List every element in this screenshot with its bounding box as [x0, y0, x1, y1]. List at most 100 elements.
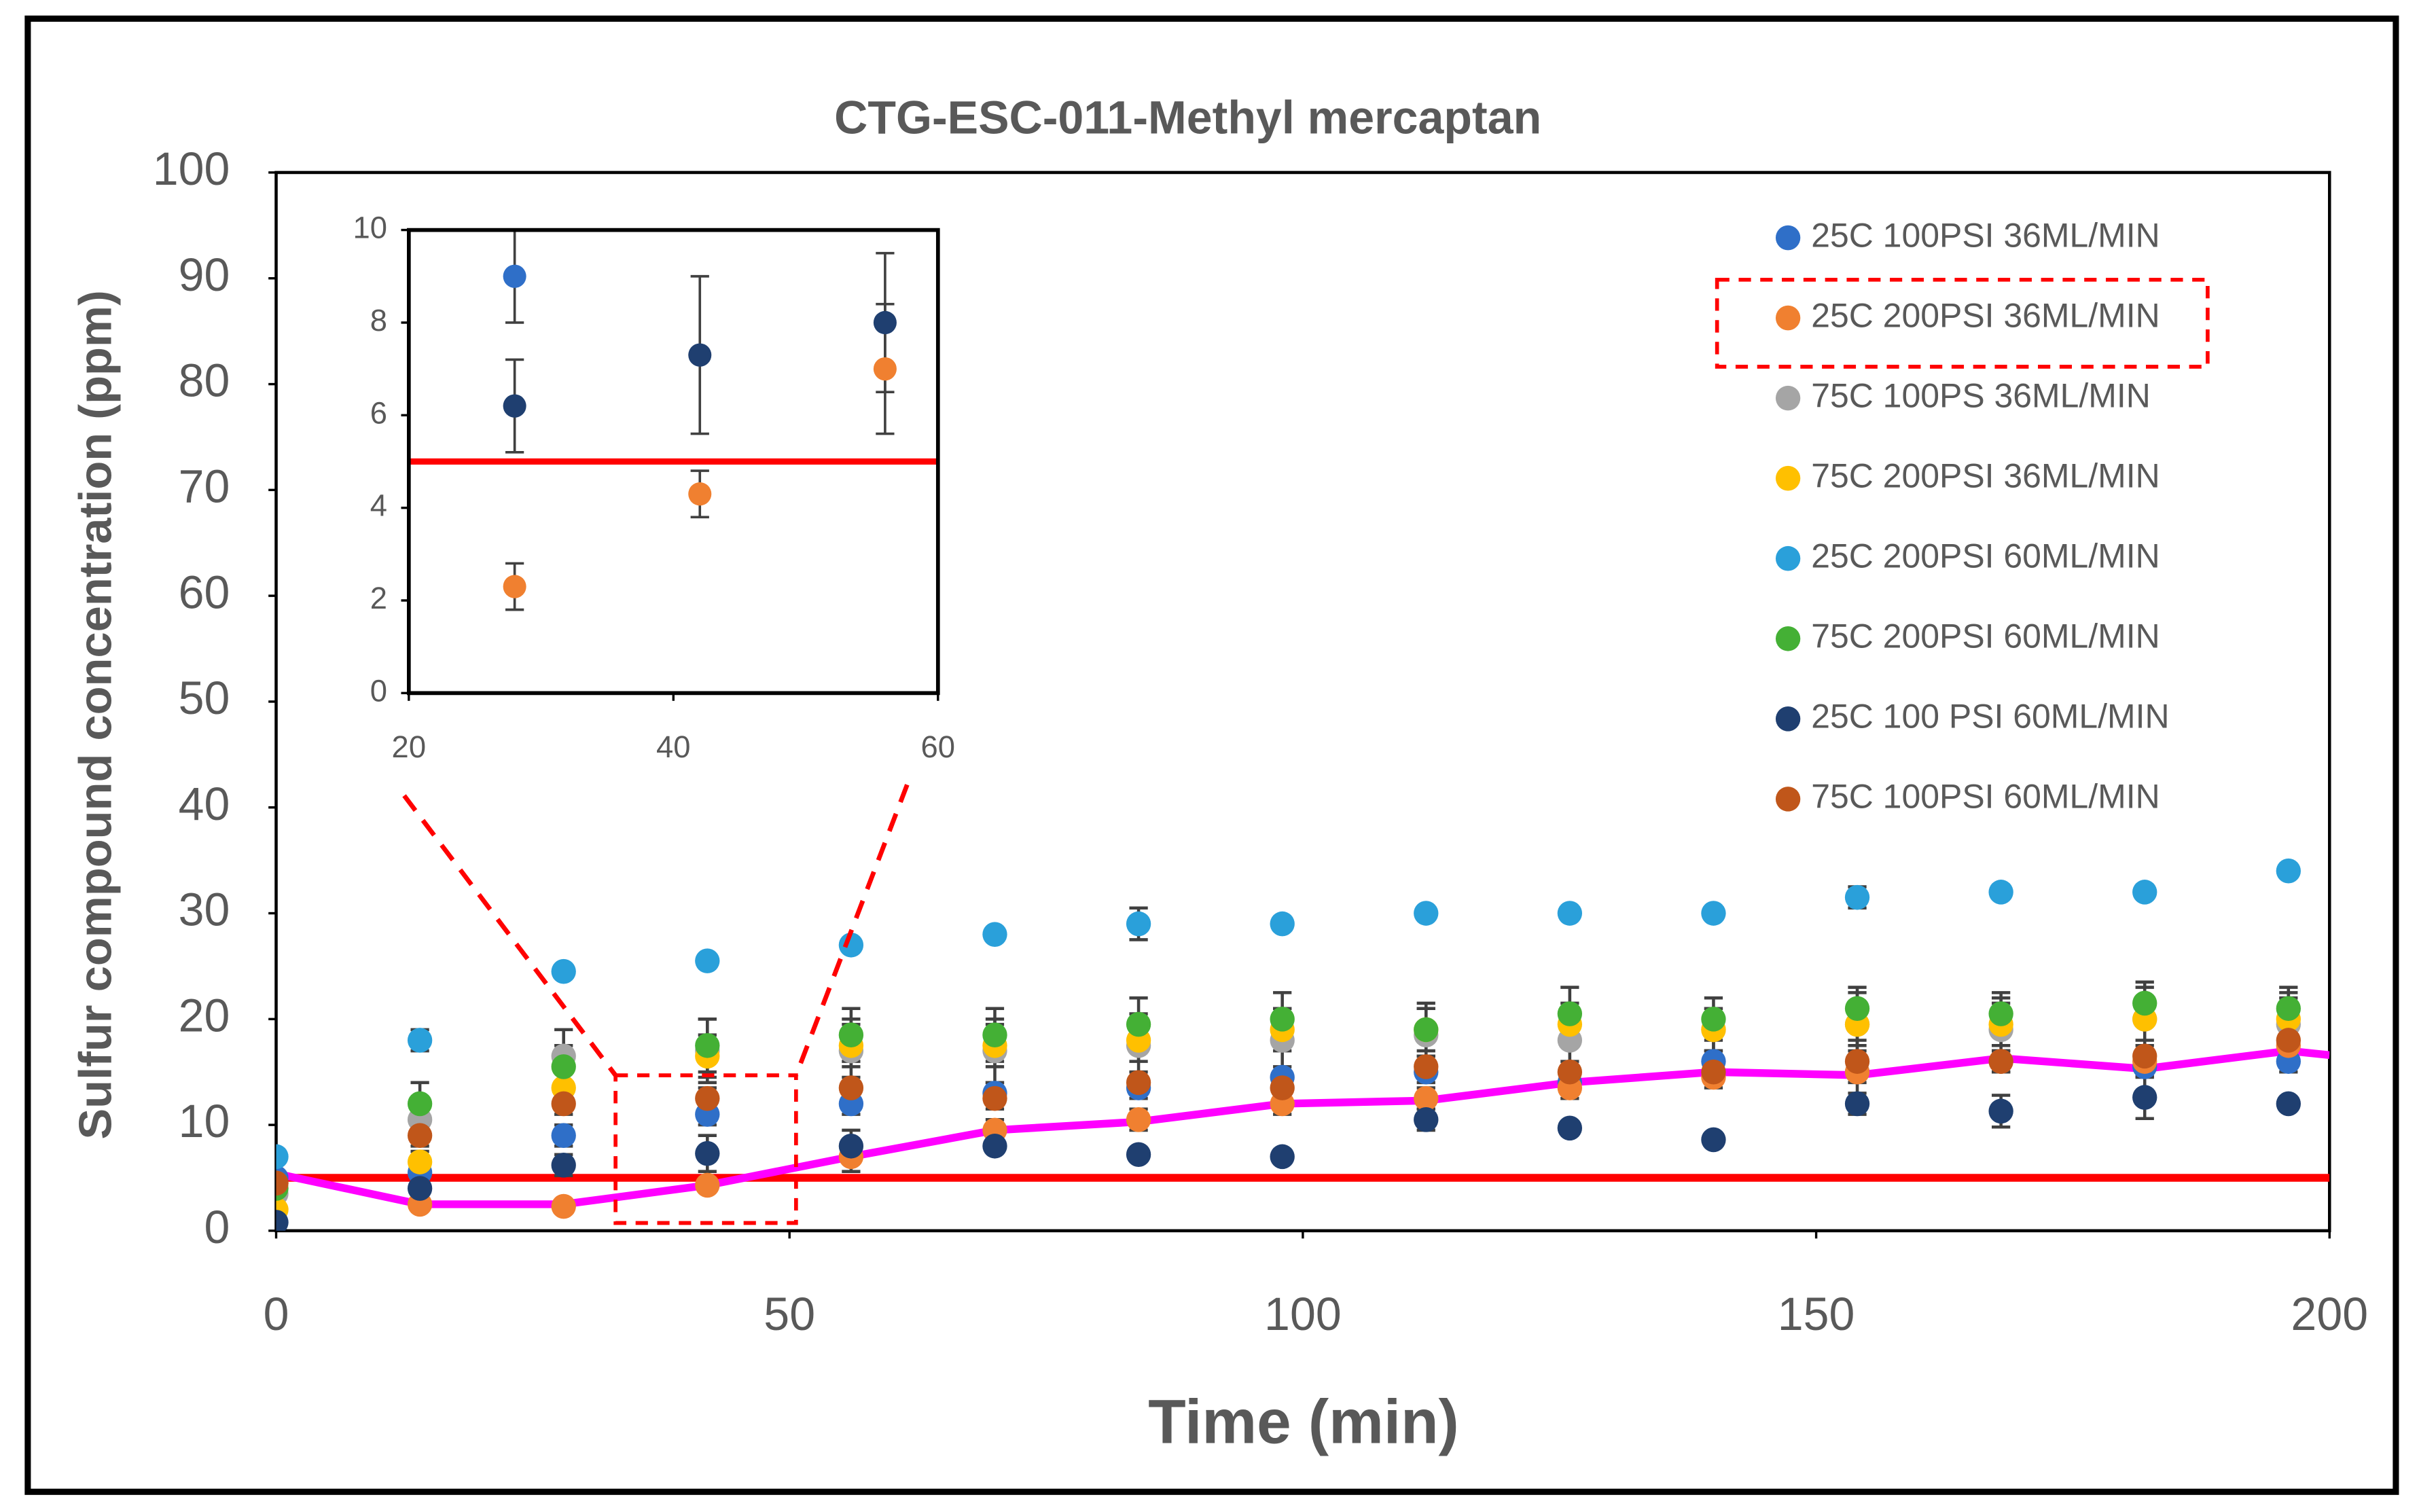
- data-point: [407, 1149, 433, 1174]
- data-point: [1701, 1059, 1726, 1085]
- x-tick-label: 60: [921, 730, 956, 764]
- data-point: [1701, 1127, 1726, 1153]
- data-point: [982, 1022, 1007, 1047]
- data-point: [1988, 1001, 2013, 1026]
- trend-line: [276, 1047, 2330, 1208]
- x-tick-label: 0: [264, 1289, 289, 1340]
- data-point: [1414, 1107, 1439, 1132]
- data-point: [838, 932, 864, 958]
- data-point: [838, 1022, 864, 1047]
- legend-marker: [1775, 465, 1801, 491]
- x-tick-label: 100: [1264, 1289, 1342, 1340]
- data-point: [1126, 1142, 1151, 1168]
- data-point: [407, 1176, 433, 1201]
- data-point: [503, 394, 526, 418]
- data-point: [1270, 1075, 1295, 1100]
- y-tick-label: 60: [179, 566, 230, 618]
- data-point: [695, 948, 720, 973]
- legend-marker: [1775, 787, 1801, 812]
- data-point: [695, 1140, 720, 1166]
- data-point: [1844, 1049, 1870, 1074]
- y-tick-label: 0: [370, 673, 387, 708]
- legend-marker: [1775, 545, 1801, 571]
- y-tick-label: 50: [179, 672, 230, 724]
- data-point: [1270, 911, 1295, 937]
- x-axis-title: Time (min): [1148, 1387, 1459, 1456]
- data-point: [1557, 1001, 1583, 1026]
- legend-label: 75C 100PSI 60ML/MIN: [1811, 778, 2160, 816]
- y-tick-label: 70: [179, 461, 230, 512]
- data-point: [873, 357, 897, 381]
- data-point: [2276, 996, 2301, 1022]
- data-point: [1270, 1007, 1295, 1032]
- y-tick-label: 10: [179, 1096, 230, 1147]
- y-tick-label: 40: [179, 778, 230, 830]
- data-point: [1414, 901, 1439, 926]
- legend-marker: [1775, 305, 1801, 331]
- data-point: [503, 264, 526, 288]
- data-point: [551, 1091, 576, 1117]
- legend-label: 75C 200PSI 60ML/MIN: [1811, 617, 2160, 655]
- y-tick-label: 30: [179, 884, 230, 935]
- data-point: [503, 575, 526, 598]
- data-point: [407, 1028, 433, 1053]
- y-tick-label: 100: [153, 143, 230, 195]
- legend-label: 25C 100PSI 36ML/MIN: [1811, 216, 2160, 254]
- data-point: [1988, 880, 2013, 905]
- data-point: [2132, 1043, 2157, 1069]
- data-point: [2170, 0, 2193, 10]
- data-point: [2132, 990, 2157, 1016]
- data-point: [695, 1172, 720, 1198]
- data-point: [2276, 1028, 2301, 1053]
- zoom-connector: [793, 784, 910, 1077]
- data-point: [1701, 1007, 1726, 1032]
- data-point: [873, 310, 897, 335]
- x-tick-label: 40: [656, 730, 691, 764]
- inset-plot: [408, 0, 2193, 611]
- data-point: [838, 1075, 864, 1100]
- zoom-connector: [402, 794, 617, 1077]
- legend-marker: [1775, 626, 1801, 651]
- y-tick-label: 8: [370, 303, 387, 338]
- data-point: [695, 1032, 720, 1058]
- y-tick-label: 80: [179, 355, 230, 406]
- data-point: [1557, 1059, 1583, 1085]
- legend-marker: [1775, 225, 1801, 251]
- data-point: [1414, 1017, 1439, 1043]
- data-point: [1988, 1049, 2013, 1074]
- x-tick-label: 150: [1778, 1289, 1855, 1340]
- data-point: [551, 1054, 576, 1079]
- data-point: [1414, 1085, 1439, 1111]
- data-point: [1414, 1054, 1439, 1079]
- legend-label: 75C 200PSI 36ML/MIN: [1811, 456, 2160, 494]
- data-point: [1126, 1070, 1151, 1096]
- x-tick-label: 50: [764, 1289, 815, 1340]
- data-point: [276, 1144, 289, 1170]
- data-point: [1270, 1144, 1295, 1170]
- chart-title: CTG-ESC-011-Methyl mercaptan: [834, 92, 1541, 143]
- data-point: [276, 1210, 289, 1231]
- data-point: [695, 1085, 720, 1111]
- zoom-box: [613, 1073, 798, 1225]
- data-point: [1844, 1091, 1870, 1117]
- y-axis-title: Sulfur compound concentration (ppm): [70, 290, 122, 1139]
- data-point: [2276, 858, 2301, 884]
- y-tick-label: 90: [179, 249, 230, 301]
- data-point: [1799, 0, 1823, 10]
- data-point: [1557, 1115, 1583, 1141]
- data-point: [982, 1133, 1007, 1159]
- data-point: [276, 1170, 289, 1196]
- data-point: [1701, 901, 1726, 926]
- data-point: [407, 1091, 433, 1117]
- legend-highlight: [1715, 277, 2210, 369]
- y-tick-label: 20: [179, 990, 230, 1041]
- data-point: [2276, 1091, 2301, 1117]
- data-point: [407, 1123, 433, 1148]
- data-point: [2132, 1085, 2157, 1110]
- data-point: [688, 482, 712, 506]
- y-tick-label: 2: [370, 581, 387, 615]
- legend-label: 25C 100 PSI 60ML/MIN: [1811, 697, 2169, 735]
- data-point: [2170, 0, 2193, 10]
- main-plot: [276, 858, 2330, 1231]
